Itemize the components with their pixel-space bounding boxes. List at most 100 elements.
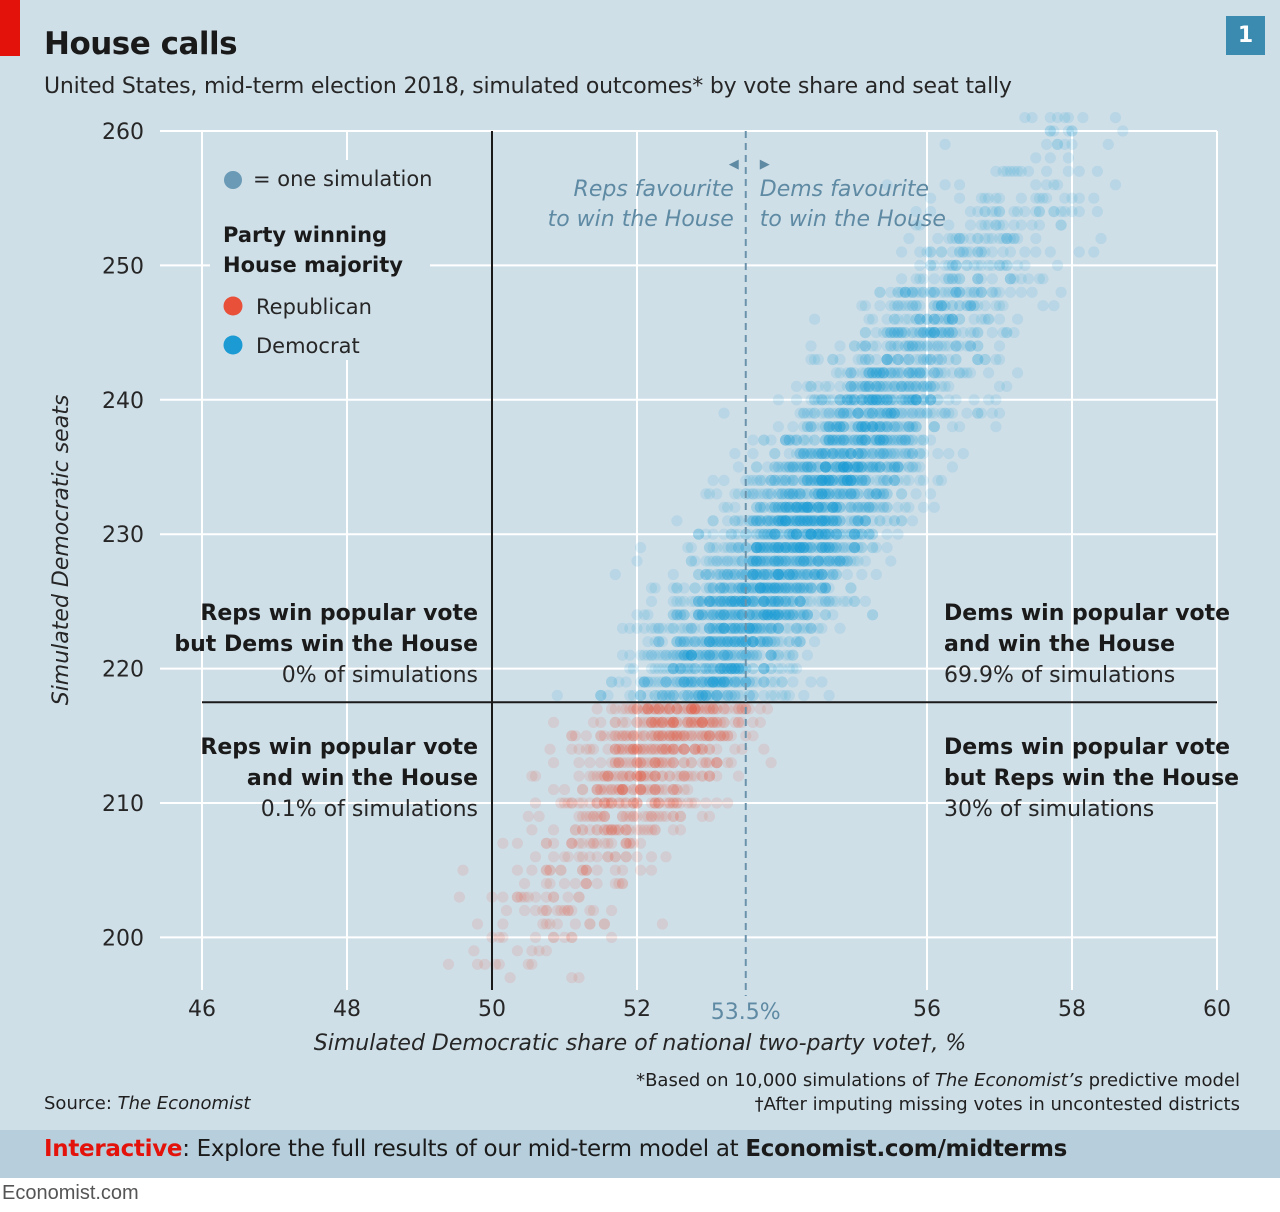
simulation-dot (870, 394, 882, 406)
simulation-dot (874, 421, 886, 433)
simulation-dot (714, 663, 727, 675)
simulation-dot (769, 528, 781, 540)
simulation-dot (830, 568, 843, 581)
simulation-dot (772, 582, 785, 594)
simulation-dot (722, 542, 734, 554)
simulation-dot (801, 515, 814, 527)
simulation-dot (946, 259, 959, 271)
simulation-dot (867, 542, 879, 554)
simulation-dot (674, 676, 687, 688)
simulation-dot (834, 555, 846, 567)
simulation-dot (544, 918, 556, 930)
simulation-dot (928, 380, 940, 392)
simulation-dot (722, 515, 734, 527)
simulation-dot (769, 501, 781, 513)
simulation-dot (729, 622, 741, 634)
simulation-dot (899, 327, 911, 339)
simulation-dot (790, 528, 803, 540)
simulation-dot (1048, 206, 1060, 218)
simulation-dot (751, 676, 763, 688)
simulation-dot (656, 716, 669, 729)
simulation-dot (809, 609, 821, 621)
simulation-dot (798, 555, 810, 567)
simulation-dot (711, 649, 723, 661)
simulation-dot (674, 810, 687, 823)
simulation-dot (722, 595, 734, 608)
simulation-dot (790, 501, 803, 513)
simulation-dot (1048, 300, 1060, 312)
simulation-dot (972, 232, 984, 245)
simulation-dot (587, 810, 600, 823)
simulation-dot (823, 528, 835, 540)
simulation-dot (540, 864, 553, 876)
simulation-dot (874, 367, 886, 379)
simulation-dot (685, 676, 698, 688)
simulation-dot (667, 784, 679, 796)
simulation-dot (780, 568, 792, 581)
simulation-dot (830, 528, 843, 540)
simulation-dot (645, 676, 658, 688)
simulation-dot (809, 515, 821, 527)
simulation-dot (816, 515, 828, 527)
simulation-dot (616, 784, 629, 796)
simulation-dot (519, 891, 531, 903)
simulation-dot (569, 730, 582, 742)
simulation-dot (769, 582, 781, 594)
simulation-dot (772, 515, 785, 527)
simulation-dot (722, 555, 734, 567)
footnote-simulations-suffix: predictive model (1082, 1070, 1240, 1091)
simulation-dot (649, 784, 661, 796)
simulation-dot (906, 434, 919, 446)
simulation-dot (816, 542, 828, 554)
simulation-dot (812, 461, 824, 473)
simulation-dot (819, 501, 832, 513)
simulation-dot (725, 663, 737, 675)
simulation-dot (606, 797, 618, 809)
simulation-dot (732, 663, 745, 675)
simulation-dot (925, 340, 937, 352)
simulation-dot (772, 609, 785, 621)
interactive-link[interactable]: Economist.com/midterms (745, 1136, 1068, 1162)
simulation-dot (598, 810, 611, 823)
simulation-dot (714, 636, 727, 648)
simulation-dot (798, 609, 810, 621)
simulation-dot (845, 474, 857, 486)
simulation-dot (794, 622, 806, 634)
simulation-dot (671, 703, 683, 715)
simulation-dot (975, 313, 988, 325)
simulation-dot (928, 327, 940, 339)
simulation-dot (761, 568, 774, 581)
simulation-dot (805, 461, 817, 473)
simulation-dot (685, 730, 698, 742)
simulation-dot (722, 649, 734, 661)
simulation-dot (707, 663, 719, 675)
simulation-dot (751, 649, 763, 661)
simulation-dot (845, 582, 857, 594)
simulation-dot (667, 824, 679, 836)
simulation-dot (689, 663, 701, 675)
simulation-dot (906, 380, 919, 392)
simulation-dot (787, 542, 799, 554)
simulation-dot (772, 421, 785, 433)
simulation-dot (816, 474, 828, 486)
simulation-dot (1066, 125, 1078, 137)
simulation-dot (664, 703, 676, 715)
simulation-dot (790, 528, 803, 540)
simulation-dot (896, 380, 908, 392)
simulation-dot (801, 622, 814, 634)
simulation-dot (711, 770, 723, 782)
simulation-dot (722, 797, 734, 809)
simulation-dot (845, 542, 857, 554)
simulation-dot (903, 286, 915, 298)
simulation-dot (979, 206, 991, 218)
simulation-dot (1091, 165, 1103, 177)
simulation-dot (693, 649, 705, 661)
simulation-dot (703, 730, 716, 742)
simulation-dot (787, 528, 799, 540)
simulation-dot (805, 515, 817, 527)
simulation-dot (649, 810, 661, 823)
simulation-dot (645, 784, 658, 796)
simulation-dot (703, 609, 716, 621)
simulation-dot (685, 676, 698, 688)
simulation-dot (591, 784, 603, 796)
